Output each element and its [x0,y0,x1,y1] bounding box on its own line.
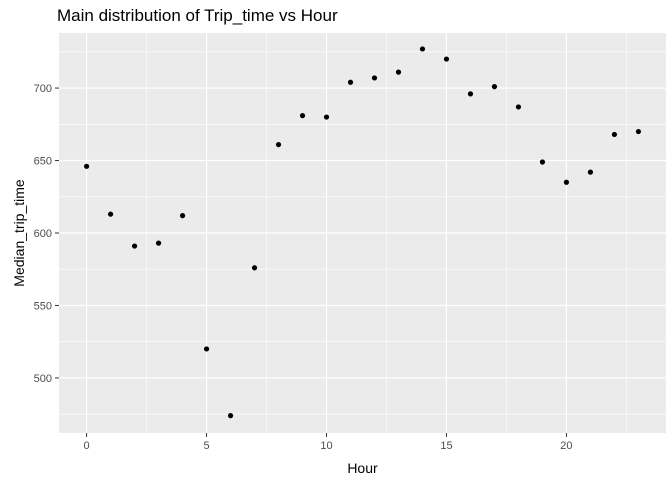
y-tick-label-2: 600 [34,228,52,240]
x-tick-label-1: 5 [203,440,209,452]
data-point-23 [635,128,642,135]
data-point-12 [371,75,378,81]
y-axis: 500 550 600 650 700 [34,83,59,385]
x-tick-label-3: 15 [440,440,452,452]
y-tick-label-4: 700 [34,83,52,95]
data-point-17 [491,84,498,90]
data-point-8 [275,141,282,148]
y-axis-title: Median_trip_time [11,179,27,287]
data-point-21 [587,169,594,175]
data-point-1 [107,211,114,217]
x-tick-label-2: 10 [320,440,332,452]
y-tick-label-3: 650 [34,156,52,168]
data-point-3 [155,240,162,246]
x-tick-label-4: 20 [560,440,572,452]
data-point-13 [395,69,402,75]
data-point-14 [419,46,426,52]
data-point-15 [443,56,450,62]
data-point-18 [515,104,522,110]
data-points [83,46,642,419]
grid-major [59,33,666,433]
chart-title: Main distribution of Trip_time vs Hour [57,6,338,25]
data-point-4 [179,213,186,219]
data-point-5 [203,346,210,352]
data-point-16 [467,91,474,97]
data-point-20 [563,179,570,185]
data-point-6 [227,413,234,419]
data-point-22 [611,131,618,138]
data-point-10 [323,114,330,120]
data-point-0 [83,163,90,169]
data-point-11 [347,79,354,85]
x-tick-label-0: 0 [84,440,90,452]
data-point-2 [131,243,138,249]
data-point-7 [251,265,258,271]
data-point-19 [539,159,546,165]
x-axis-title: Hour [347,460,378,476]
y-tick-label-1: 550 [34,300,52,312]
data-point-9 [299,113,306,119]
x-axis: 0 5 10 15 20 [84,433,573,452]
y-tick-label-0: 500 [34,373,52,385]
